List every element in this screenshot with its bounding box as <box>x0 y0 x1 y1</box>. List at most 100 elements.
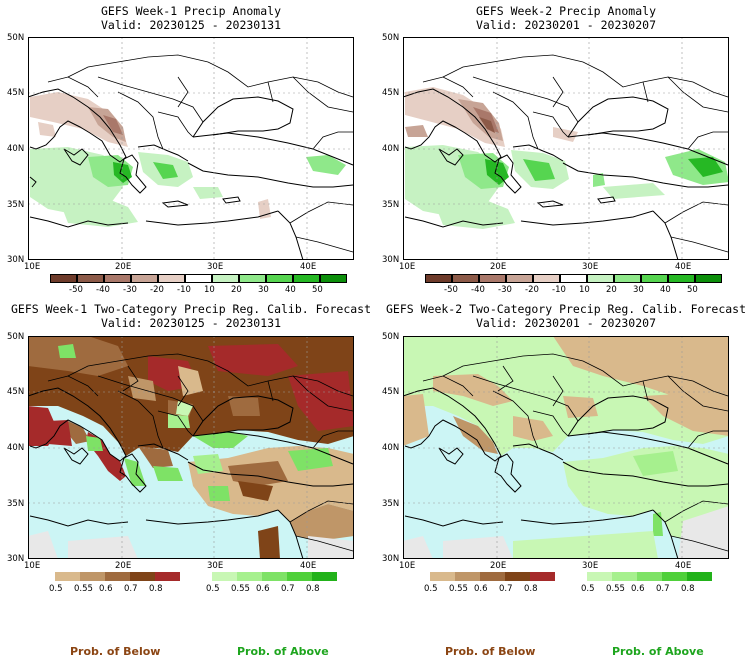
colorbar-swatch <box>612 572 637 581</box>
colorbar-swatch <box>505 572 530 581</box>
colorbar-label: 0.5 <box>206 584 220 594</box>
borders <box>422 54 729 253</box>
colorbar-swatch <box>430 572 455 581</box>
lon-label: 10E <box>24 561 41 571</box>
precip-anomaly-wet <box>405 145 729 229</box>
colorbar-swatch <box>614 274 641 283</box>
lon-label: 20E <box>490 561 507 571</box>
colorbar-label: 0.6 <box>99 584 113 594</box>
colorbar-swatch <box>212 274 239 283</box>
colorbar-swatch <box>155 572 180 581</box>
colorbar-label: 0.7 <box>124 584 138 594</box>
colorbar-swatch <box>480 572 505 581</box>
colorbar-swatch <box>158 274 185 283</box>
colorbar-label: -40 <box>471 285 485 295</box>
colorbar-label: 0.5 <box>424 584 438 594</box>
lat-label: 35N <box>382 499 400 509</box>
lat-label: 35N <box>382 200 400 210</box>
colorbar-label: 0.8 <box>306 584 320 594</box>
lon-label: 20E <box>490 262 507 272</box>
colorbar-swatch <box>266 274 293 283</box>
lat-label: 50N <box>382 332 400 342</box>
colorbar-label: 10 <box>579 285 590 295</box>
colorbar-swatch <box>320 274 347 283</box>
colorbar-label: 0.5 <box>49 584 63 594</box>
colorbar-swatch <box>637 572 662 581</box>
panel2-map <box>403 37 729 260</box>
borders <box>422 353 729 552</box>
colorbar-swatch <box>452 274 479 283</box>
colorbar-label: 30 <box>258 285 269 295</box>
colorbar-label: -50 <box>69 285 83 295</box>
lat-label: 45N <box>7 387 25 397</box>
borders <box>47 353 354 552</box>
colorbar-swatch <box>455 572 480 581</box>
coastlines <box>28 88 354 260</box>
lon-label: 30E <box>207 262 224 272</box>
lat-label: 35N <box>7 200 25 210</box>
coastlines <box>403 387 729 559</box>
colorbar-swatch <box>506 274 533 283</box>
lon-label: 10E <box>399 262 416 272</box>
colorbar-label: 20 <box>231 285 242 295</box>
lat-label: 40N <box>7 144 25 154</box>
colorbar-swatch <box>185 274 212 283</box>
colorbar-label: 20 <box>606 285 617 295</box>
coastlines <box>403 88 729 260</box>
lat-label: 45N <box>382 88 400 98</box>
precip-anomaly-wet <box>30 147 346 227</box>
lat-label: 30N <box>382 255 400 265</box>
lat-label: 30N <box>7 255 25 265</box>
colorbar-swatch <box>239 274 266 283</box>
colorbar-label: 0.6 <box>631 584 645 594</box>
prob-below-label: Prob. of Below <box>445 645 536 658</box>
colorbar-label: 50 <box>687 285 698 295</box>
colorbar-swatch <box>641 274 668 283</box>
lon-label: 20E <box>115 262 132 272</box>
lon-label: 10E <box>24 262 41 272</box>
colorbar-label: 0.55 <box>231 584 250 594</box>
panel2-title: GEFS Week-2 Precip Anomaly Valid: 2023020… <box>475 4 656 32</box>
panel1-map <box>28 37 354 260</box>
panel3-map <box>28 336 354 559</box>
lon-label: 40E <box>300 561 317 571</box>
colorbar-label: 30 <box>633 285 644 295</box>
lat-label: 40N <box>382 443 400 453</box>
colorbar-label: 40 <box>660 285 671 295</box>
lon-label: 20E <box>115 561 132 571</box>
colorbar-swatch <box>587 274 614 283</box>
colorbar-label: 0.8 <box>681 584 695 594</box>
colorbar-label: -40 <box>96 285 110 295</box>
lat-label: 30N <box>7 554 25 564</box>
lat-label: 30N <box>382 554 400 564</box>
gridlines <box>28 37 354 260</box>
colorbar-label: 10 <box>204 285 215 295</box>
precip-anomaly-dry <box>30 92 271 219</box>
colorbar-label: -30 <box>123 285 137 295</box>
lat-label: 45N <box>7 88 25 98</box>
colorbar-swatch <box>662 572 687 581</box>
colorbar-swatch <box>130 572 155 581</box>
colorbar-label: -20 <box>525 285 539 295</box>
colorbar-swatch <box>530 572 555 581</box>
colorbar-label: 0.5 <box>581 584 595 594</box>
prob-above-label: Prob. of Above <box>612 645 704 658</box>
lat-label: 45N <box>382 387 400 397</box>
lon-label: 40E <box>675 262 692 272</box>
colorbar-swatch <box>425 274 452 283</box>
prob-above-label: Prob. of Above <box>237 645 329 658</box>
colorbar-label: 0.55 <box>74 584 93 594</box>
colorbar-label: 0.55 <box>449 584 468 594</box>
colorbar-label: 40 <box>285 285 296 295</box>
colorbar-label: 0.7 <box>281 584 295 594</box>
colorbar-label: 0.8 <box>524 584 538 594</box>
panel4-map <box>403 336 729 559</box>
colorbar-label: -30 <box>498 285 512 295</box>
colorbar-label: 0.6 <box>256 584 270 594</box>
coastlines <box>28 387 354 559</box>
colorbar-label: 0.6 <box>474 584 488 594</box>
lon-label: 40E <box>675 561 692 571</box>
colorbar-swatch <box>587 572 612 581</box>
lon-label: 30E <box>207 561 224 571</box>
colorbar-swatch <box>104 274 131 283</box>
